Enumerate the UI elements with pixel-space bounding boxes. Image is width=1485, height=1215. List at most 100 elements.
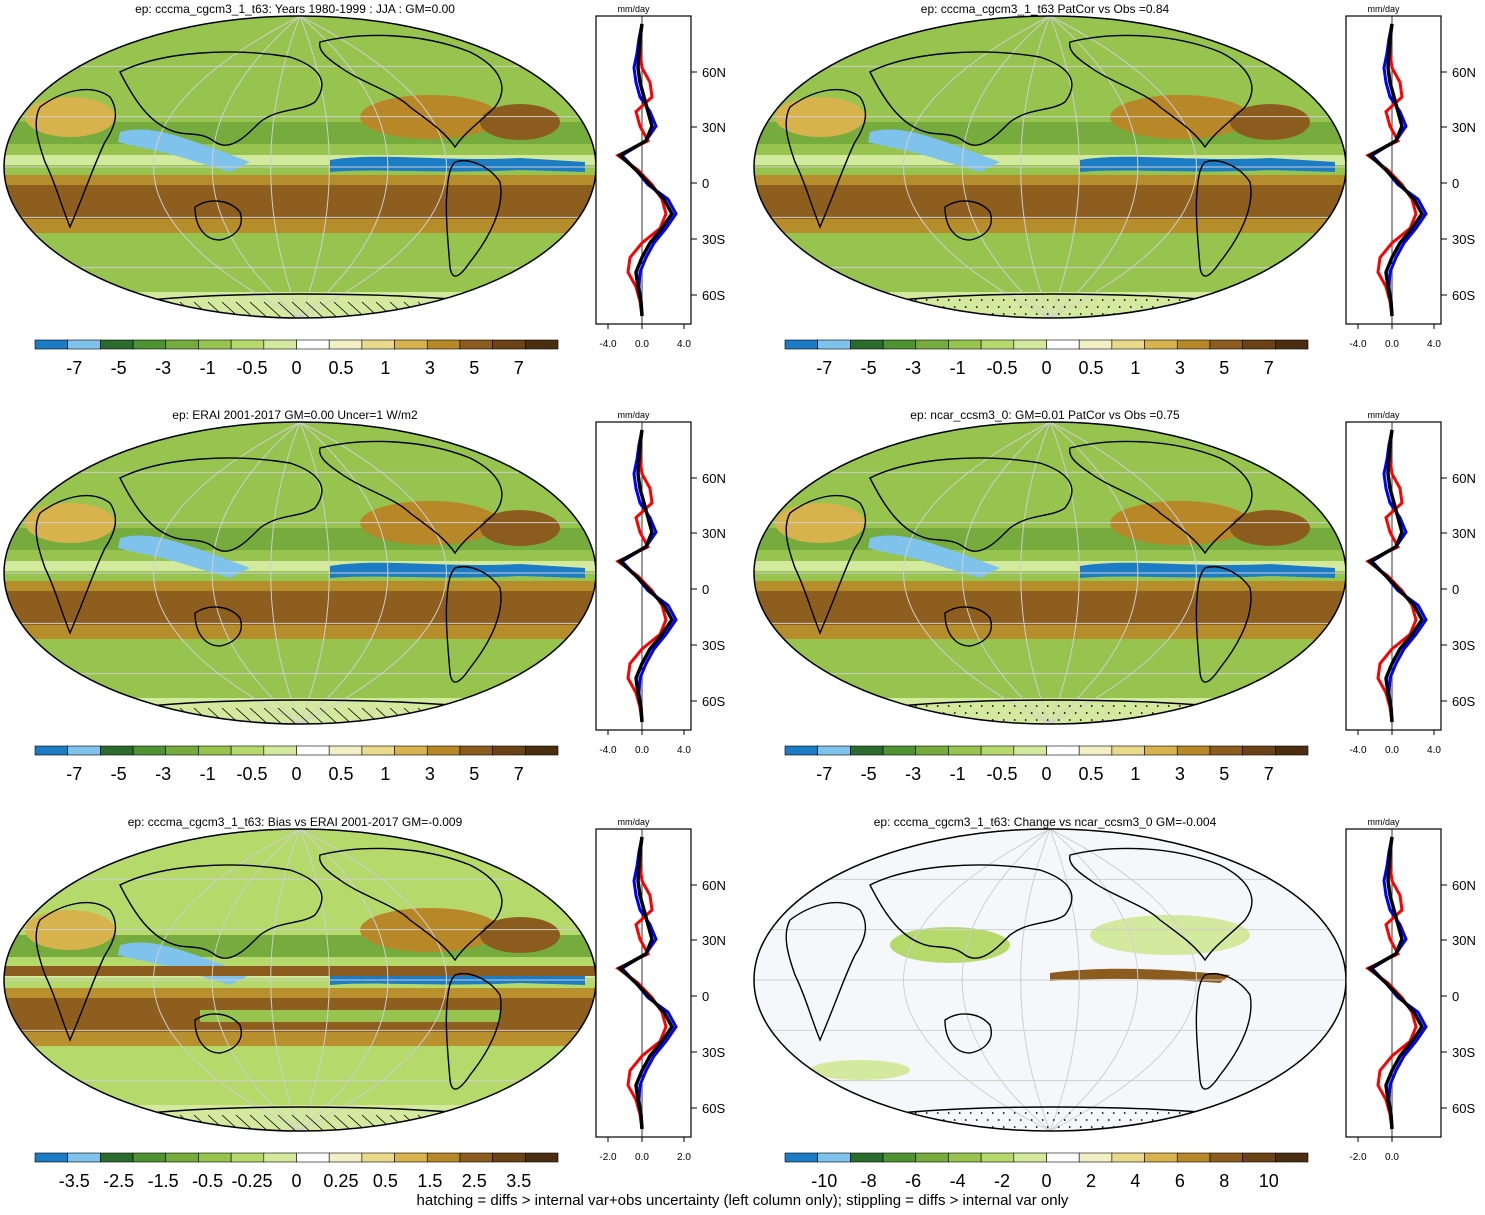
panel-ncar-model: ep: ncar_ccsm3_0: GM=0.01 PatCor vs Obs … [750,406,1485,806]
hatch-line [319,301,343,318]
coastline [1195,973,1252,1090]
stipple-dot [1085,306,1088,308]
stipple-dot [1167,705,1170,707]
stipple-dot [1035,1112,1038,1114]
meridian-line [299,829,447,1131]
graticule [4,16,596,318]
colorbar-swatch [426,339,461,350]
x-tick-label: -4.0 [1349,745,1367,756]
stipple-dot [1052,1119,1055,1121]
stipple-dot [1002,705,1005,707]
stipple-dot [1206,306,1209,308]
stipple-dot [947,313,950,315]
stipple-dot [1068,1112,1071,1114]
stipple-dot [1068,299,1071,301]
lat-tick-label: 60S [1452,288,1475,303]
hatch-line [151,707,175,724]
colorbar-swatch [100,745,134,756]
stipple-dot [920,306,923,308]
colorbar-swatch [1111,1152,1145,1163]
colorbar-label: 2 [1086,1171,1096,1191]
colorbar-label: 5 [1219,358,1229,378]
stipple-dot [1079,705,1082,707]
colorbar: -7 -5 -3 -1 -0.5 0 0.5 1 3 5 7 [784,339,1309,378]
stipple-dot [1079,1126,1082,1128]
stipple-dot [1222,313,1225,315]
hatch-line [333,301,357,318]
stipple-dot [1112,299,1115,301]
hatch-line [361,301,385,318]
colorbar: -7 -5 -3 -1 -0.5 0 0.5 1 3 5 7 [34,339,559,378]
hatch-line [291,1114,315,1131]
meridian-line [211,829,301,1131]
colorbar-swatch [1144,339,1178,350]
lat-tick-label: 30S [1452,1045,1475,1060]
stipple-dot [1134,313,1137,315]
itcz-pacific [1080,562,1335,578]
hatch-line [109,301,133,318]
lat-tick-label: 60S [702,694,725,709]
colorbar-label: 7 [514,764,524,784]
colorbar-swatch [296,745,330,756]
stipple-dot [1101,1126,1104,1128]
stipple-dot [1134,719,1137,721]
hatch-line [151,301,175,318]
colorbar-label: -0.5 [237,358,268,378]
stipple-dot [1090,719,1093,721]
stipple-dot [991,705,994,707]
colorbar-swatch [1275,339,1309,350]
stipple-dot [1189,1126,1192,1128]
panel-change: ep: cccma_cgcm3_1_t63: Change vs ncar_cc… [750,813,1485,1213]
zonal-mean-plot: mm/day 60N 30N 0 30S 60S -4.0 0.0 4.0 [595,4,726,350]
coastline [1195,566,1252,683]
colorbar-swatch [817,339,851,350]
stipple-dot [1024,1126,1027,1128]
meridian-line [1049,16,1197,318]
stipple-dot [1167,1112,1170,1114]
hatch-line [305,707,329,724]
north-atlantic-dry [480,104,560,140]
colorbar-swatch [328,339,363,350]
meridian-line [1049,829,1080,1131]
x-tick-label: 0.0 [635,745,649,756]
stipple-dot [1173,1119,1176,1121]
world-map [3,15,597,319]
stipple-dot [1008,306,1011,308]
panel-title: ep: ncar_ccsm3_0: GM=0.01 PatCor vs Obs … [910,408,1180,422]
colorbar-swatch [882,745,917,756]
panel-title: ep: ERAI 2001-2017 GM=0.00 Uncer=1 W/m2 [172,408,418,422]
colorbar-label: 0 [291,764,301,784]
zonal-frame [595,15,692,325]
hatch-line [347,1114,371,1131]
stipple-dot [1041,1119,1044,1121]
stipple-dot [1046,719,1049,721]
colorbar: -7 -5 -3 -1 -0.5 0 0.5 1 3 5 7 [784,745,1309,784]
hatch-line [347,301,371,318]
colorbar-swatch [1046,1152,1080,1163]
stipple-dot [997,712,1000,714]
stipple-dot [1030,306,1033,308]
world-map [753,421,1347,725]
panel-title: ep: cccma_cgcm3_1_t63: Change vs ncar_cc… [873,815,1217,829]
hatch-line [319,707,343,724]
hatch-line [249,1114,273,1131]
meridian-line [961,422,1051,724]
hatch-line [291,707,315,724]
stipple-dot [1200,1126,1203,1128]
stipple-dot [909,306,912,308]
north-atlantic-dry [1230,510,1310,546]
colorbar-swatch [525,1152,559,1163]
stipple-dot [1217,1119,1220,1121]
hatch-line [235,301,259,318]
lat-tick-label: 60N [1452,471,1476,486]
stipple-dot [1129,1119,1132,1121]
stipple-dot [986,712,989,714]
southern-dry-core [754,185,1346,219]
lat-tick-label: 0 [702,176,709,191]
stipple-dot [1052,306,1055,308]
stipple-dot [920,1119,923,1121]
colorbar-swatch [198,1152,232,1163]
coastline [1195,160,1252,277]
coastline [318,847,503,962]
north-atlantic-dry [480,917,560,953]
